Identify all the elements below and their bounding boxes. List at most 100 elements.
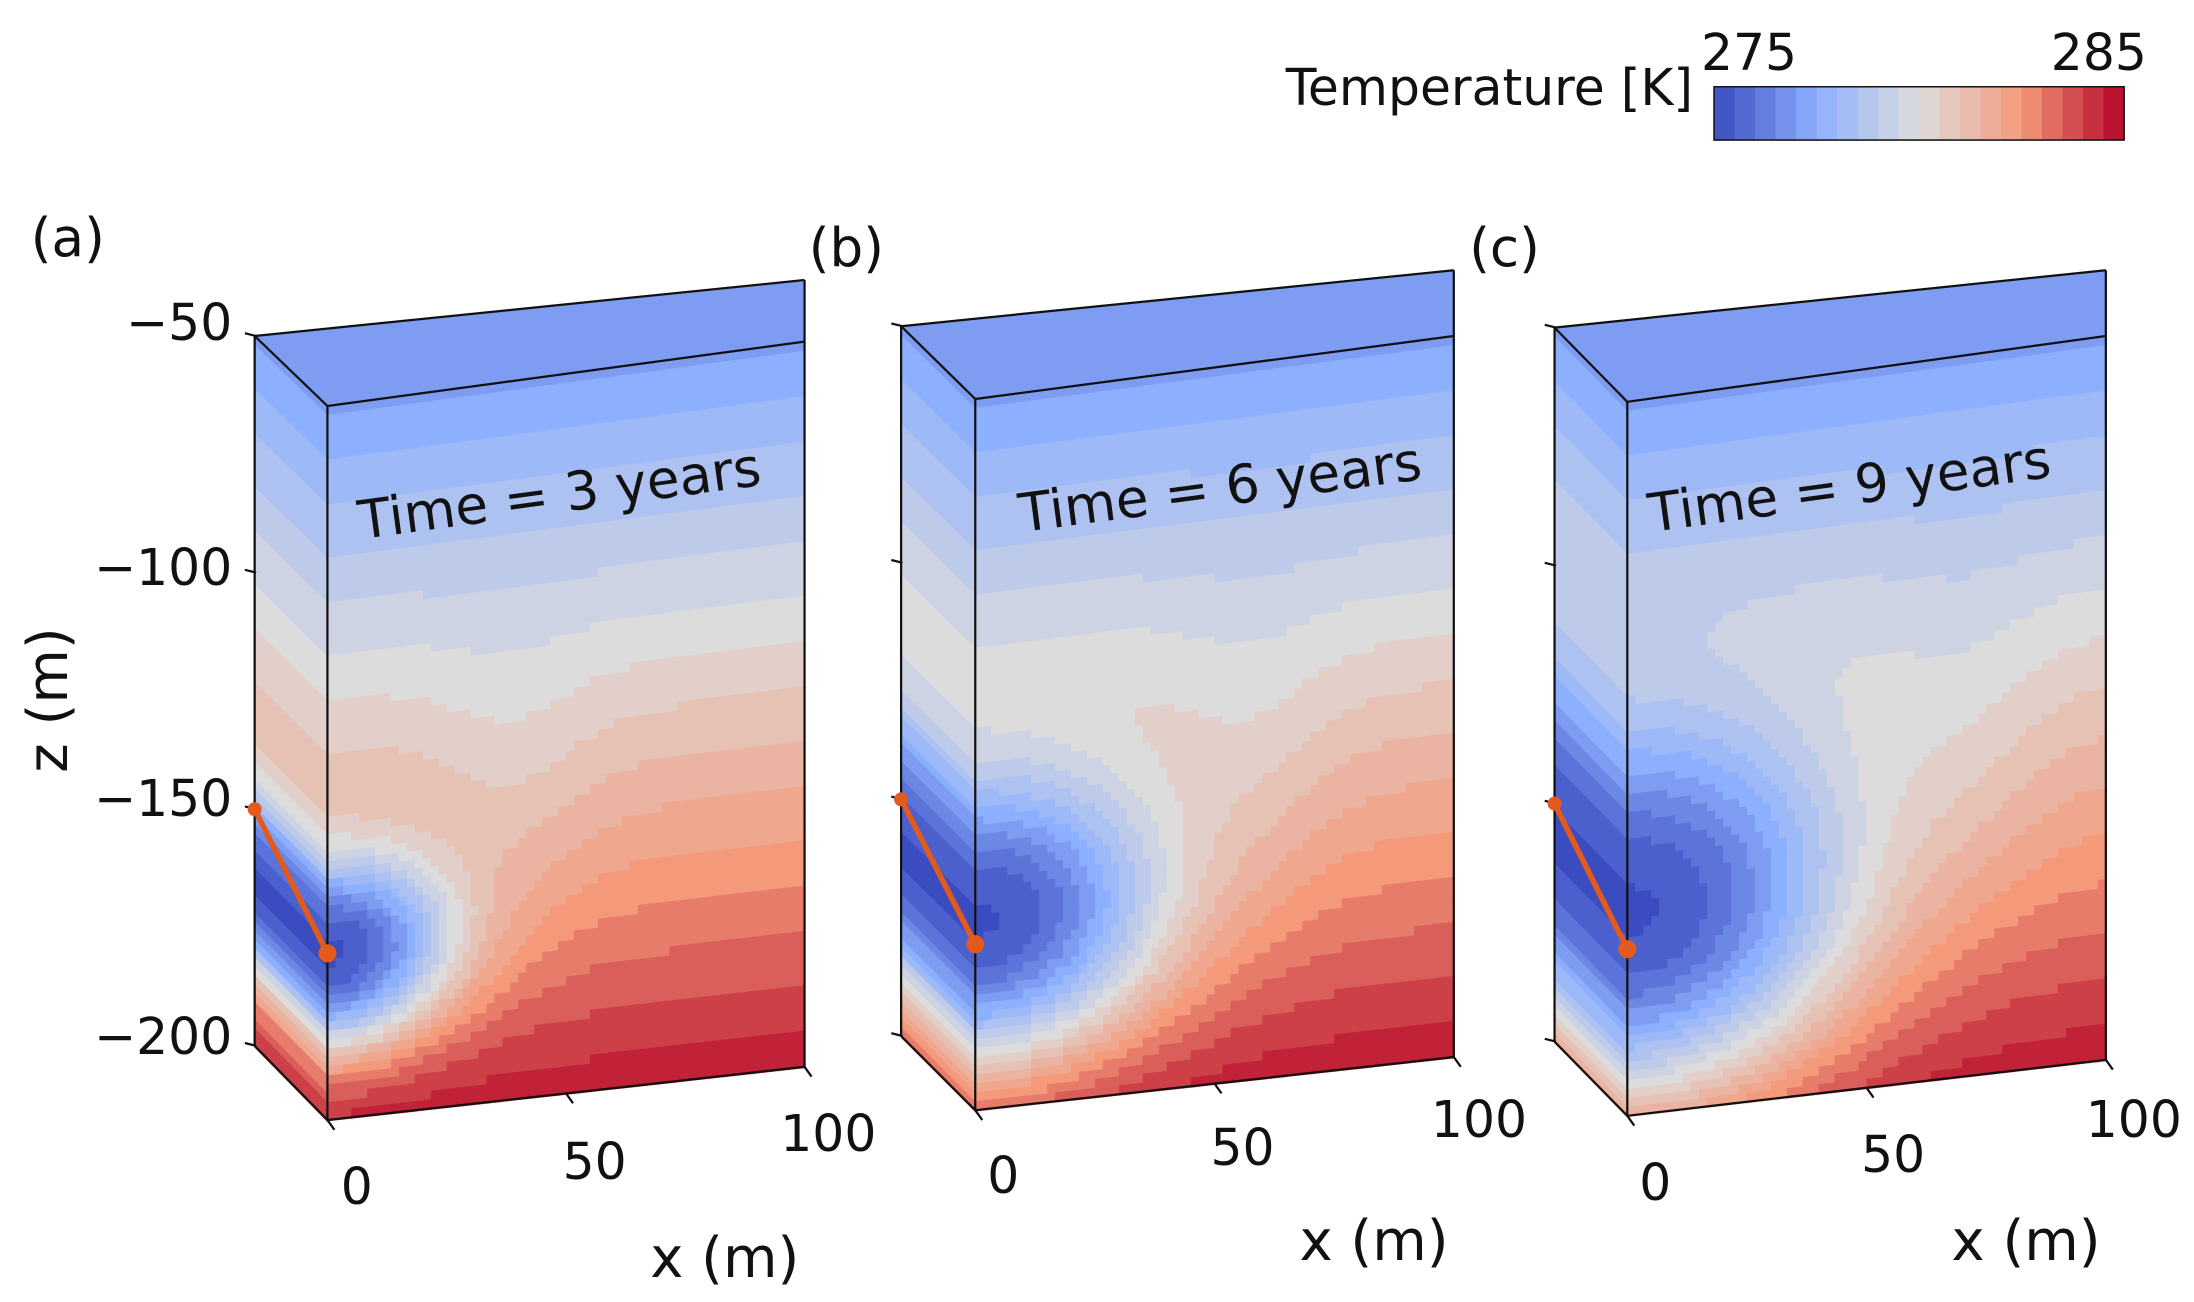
temperature-cell [375, 872, 385, 884]
temperature-cell [343, 438, 353, 450]
temperature-cell [327, 1047, 337, 1059]
temperature-cell [335, 582, 345, 594]
temperature-cell [335, 644, 345, 657]
z-tick-label: −50 [126, 293, 232, 352]
temperature-cell [391, 485, 400, 498]
temperature-cell [383, 1005, 392, 1017]
temperature-cell [351, 616, 361, 628]
temperature-cell [383, 585, 392, 597]
temperature-cell [343, 420, 353, 433]
temperature-cell [359, 454, 369, 466]
temperature-cell [351, 624, 361, 637]
temperature-cell [359, 793, 369, 806]
temperature-cell [351, 875, 361, 887]
temperature-cell [343, 992, 353, 1004]
temperature-cell [375, 1077, 385, 1090]
temperature-cell [343, 706, 353, 718]
temperature-cell [351, 544, 361, 557]
temperature-cell [359, 972, 369, 984]
temperature-cell [335, 1073, 345, 1085]
x-axis-title-b: x (m) [1300, 1209, 1449, 1274]
temperature-cell [335, 439, 345, 451]
temperature-cell [335, 546, 345, 559]
temperature-cell [367, 757, 377, 769]
temperature-cell [367, 506, 377, 519]
temperature-cell [375, 1086, 385, 1099]
temperature-cell [343, 804, 353, 817]
temperature-cell [327, 619, 337, 631]
temperature-cell [335, 1100, 345, 1112]
temperature-cell [367, 774, 377, 787]
temperature-cell [375, 469, 385, 482]
temperature-cell [327, 681, 337, 694]
temperature-cell [335, 457, 345, 469]
temperature-cell [359, 847, 369, 859]
temperature-cell [383, 960, 392, 973]
temperature-cell [375, 916, 385, 929]
temperature-cell [327, 1056, 337, 1068]
temperature-cell [351, 812, 361, 825]
temperature-cell [335, 689, 345, 701]
temperature-cell [359, 418, 369, 430]
temperature-cell [383, 540, 392, 552]
temperature-cell [383, 495, 392, 508]
temperature-cell [359, 489, 369, 502]
temperature-cell [367, 470, 377, 483]
temperature-cell [343, 840, 353, 852]
temperature-cell [327, 529, 337, 542]
temperature-cell [359, 865, 369, 877]
temperature-cell [391, 593, 400, 605]
temperature-cell [335, 618, 345, 630]
temperature-cell [351, 1098, 361, 1110]
temperature-cell [375, 693, 385, 705]
temperature-cell [327, 663, 337, 676]
temperature-cell [351, 1080, 361, 1092]
temperature-cell [327, 842, 337, 854]
temperature-cell [375, 800, 385, 813]
temperature-cell [335, 1082, 345, 1094]
temperature-cell [343, 670, 353, 683]
temperature-cell [327, 717, 337, 729]
temperature-cell [375, 523, 385, 536]
colorbar-step [1939, 86, 1961, 140]
temperature-cell [351, 473, 361, 485]
temperature-cell [367, 998, 377, 1010]
temperature-cell [351, 464, 361, 476]
temperature-cell [351, 776, 361, 789]
temperature-cell [375, 827, 385, 840]
temperature-cell [375, 559, 385, 571]
temperature-cell [359, 1052, 369, 1065]
temperature-cell [351, 1027, 361, 1039]
temperature-cell [351, 1000, 361, 1012]
temperature-cell [375, 720, 385, 732]
temperature-cell [327, 797, 337, 810]
temperature-cell [343, 643, 353, 656]
temperature-cell [335, 894, 345, 907]
temperature-cell [343, 822, 353, 834]
temperature-cell [383, 916, 392, 928]
temperature-cell [383, 701, 392, 713]
temperature-cell [367, 989, 377, 1001]
colorbar-step [1919, 86, 1941, 140]
temperature-cell [375, 630, 385, 643]
temperature-cell [375, 487, 385, 500]
temperature-cell [335, 1046, 345, 1059]
temperature-cell [359, 668, 369, 681]
colorbar-max-label: 285 [2051, 23, 2147, 82]
temperature-cell [383, 719, 392, 731]
temperature-cell [335, 850, 345, 862]
temperature-cell [359, 507, 369, 520]
temperature-cell [375, 1060, 385, 1072]
temperature-cell [327, 636, 337, 649]
temperature-cell [335, 680, 345, 693]
temperature-cell [383, 611, 392, 624]
temperature-cell [375, 604, 385, 616]
temperature-cell [383, 415, 392, 427]
temperature-cell [327, 449, 337, 461]
temperature-cell [343, 884, 353, 897]
temperature-cell [343, 733, 353, 745]
temperature-cell [327, 752, 337, 765]
temperature-cell [343, 617, 353, 629]
temperature-cell [367, 560, 377, 572]
temperature-cell [375, 541, 385, 553]
